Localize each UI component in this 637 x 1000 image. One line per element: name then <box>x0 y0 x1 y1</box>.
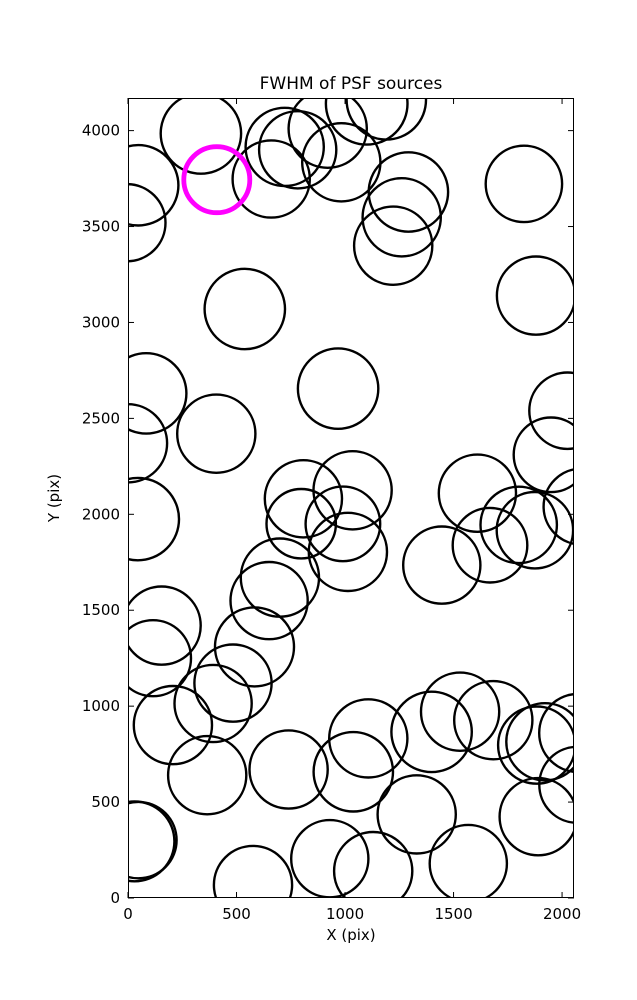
psf-source-circle <box>128 585 202 666</box>
psf-source-circle <box>248 729 329 810</box>
y-tick-label: 3500 <box>82 218 120 236</box>
psf-source-circle <box>538 745 574 824</box>
psf-source-circle <box>128 476 181 562</box>
psf-source-circle <box>128 182 167 263</box>
psf-source-circle <box>361 177 443 258</box>
psf-source-circle <box>287 98 368 169</box>
psf-source-circle <box>496 705 574 785</box>
y-axis-label: Y (pix) <box>45 473 63 523</box>
psf-source-circle <box>390 690 473 774</box>
x-axis-label: X (pix) <box>326 926 376 944</box>
x-tick-label: 1500 <box>434 905 472 923</box>
psf-source-circle <box>505 702 574 782</box>
x-tick-label: 1000 <box>326 905 364 923</box>
axes-border <box>128 98 574 898</box>
x-tick-label: 2000 <box>543 905 581 923</box>
psf-source-circle <box>419 671 501 753</box>
psf-source-circle <box>304 485 382 563</box>
y-tick-label: 2000 <box>82 505 120 523</box>
psf-source-circle <box>437 453 518 534</box>
y-tick-label: 1500 <box>82 601 120 619</box>
psf-source-circle <box>193 643 273 723</box>
psf-source-circle <box>367 151 450 233</box>
psf-source-circle <box>538 692 574 774</box>
x-tick-label: 0 <box>123 905 133 923</box>
psf-source-circle <box>296 347 380 430</box>
tick-labels: 0 500 1000 1500 2000 0 500 1000 1500 2000 2500 3000… <box>82 122 581 923</box>
y-tick-label: 4000 <box>82 122 120 140</box>
psf-source-circle <box>484 144 564 224</box>
psf-source-circle <box>263 458 344 539</box>
highlighted-psf-source-circle <box>181 144 253 216</box>
psf-source-circle <box>401 525 482 605</box>
psf-source-circle <box>159 98 243 175</box>
psf-source-circle <box>173 663 253 744</box>
psf-source-circle <box>324 98 409 146</box>
psf-source-circle <box>332 830 414 898</box>
psf-source-circle <box>166 734 248 816</box>
x-tick-label: 500 <box>222 905 251 923</box>
psf-source-circle <box>213 606 296 688</box>
psf-source-circle <box>428 823 509 898</box>
psf-source-circle <box>452 679 534 761</box>
psf-source-circle <box>128 619 193 698</box>
psf-source-circle <box>352 205 434 287</box>
y-tick-label: 2500 <box>82 409 120 427</box>
psf-source-circle <box>203 267 287 351</box>
psf-source-circle <box>231 139 312 219</box>
psf-source-circle <box>176 393 257 475</box>
psf-source-circle <box>498 776 574 857</box>
y-tick-label: 1000 <box>82 697 120 715</box>
psf-source-circle <box>376 774 458 855</box>
plot-area <box>128 98 574 898</box>
psf-source-circle <box>128 403 169 484</box>
psf-source-circle <box>479 485 559 565</box>
psf-source-circle <box>212 844 294 898</box>
psf-source-circle <box>128 352 188 435</box>
psf-source-circle <box>512 416 574 494</box>
psf-source-circle <box>345 98 428 141</box>
psf-source-circle <box>312 449 393 531</box>
psf-source-circle <box>229 560 309 641</box>
y-tick-label: 0 <box>110 889 120 907</box>
psf-source-circle <box>128 143 180 227</box>
chart-title: FWHM of PSF sources <box>259 74 443 94</box>
psf-source-circle <box>128 800 176 883</box>
psf-source-circle <box>451 506 529 584</box>
psf-source-circle <box>312 730 395 813</box>
psf-source-circle <box>265 487 338 560</box>
psf-source-circle <box>327 698 409 779</box>
y-tick-label: 500 <box>91 793 120 811</box>
psf-source-circle <box>257 110 338 190</box>
psf-source-circle <box>528 371 574 451</box>
tick-marks <box>127 98 574 899</box>
psf-source-circle <box>132 684 214 766</box>
psf-source-markers <box>128 98 574 898</box>
y-tick-label: 3000 <box>82 313 120 331</box>
psf-source-circle <box>542 468 574 546</box>
psf-source-circle <box>495 255 574 336</box>
